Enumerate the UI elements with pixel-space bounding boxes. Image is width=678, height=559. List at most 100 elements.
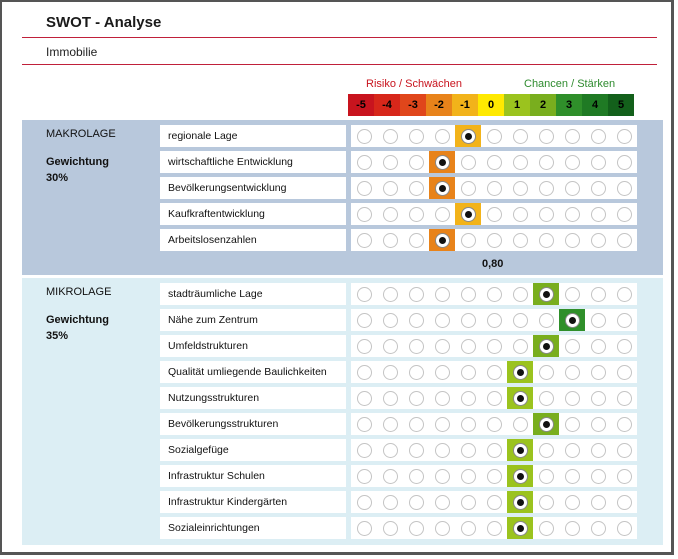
rating-radio--1[interactable] (460, 338, 476, 354)
rating-radio-0[interactable] (486, 154, 502, 170)
rating-radio--3[interactable] (408, 390, 424, 406)
rating-radio--3[interactable] (408, 494, 424, 510)
rating-radio--5[interactable] (356, 520, 372, 536)
rating-radio-1-selected[interactable] (512, 442, 528, 458)
rating-radio--1[interactable] (460, 390, 476, 406)
rating-radio-0[interactable] (486, 232, 502, 248)
rating-radio-0[interactable] (486, 520, 502, 536)
rating-radio-1[interactable] (512, 312, 528, 328)
rating-radio-1[interactable] (512, 206, 528, 222)
rating-radio-4[interactable] (590, 416, 606, 432)
rating-radio--1[interactable] (460, 520, 476, 536)
rating-radio-4[interactable] (590, 520, 606, 536)
rating-radio--2[interactable] (434, 206, 450, 222)
rating-radio-0[interactable] (486, 128, 502, 144)
rating-radio--4[interactable] (382, 154, 398, 170)
rating-radio--4[interactable] (382, 442, 398, 458)
rating-radio-4[interactable] (590, 154, 606, 170)
rating-radio--2[interactable] (434, 286, 450, 302)
rating-radio--2[interactable] (434, 442, 450, 458)
rating-radio--5[interactable] (356, 494, 372, 510)
rating-radio-0[interactable] (486, 468, 502, 484)
rating-radio--2[interactable] (434, 520, 450, 536)
rating-radio-1-selected[interactable] (512, 390, 528, 406)
rating-radio-5[interactable] (616, 232, 632, 248)
rating-radio--1[interactable] (460, 364, 476, 380)
rating-radio-2[interactable] (538, 520, 554, 536)
rating-radio-1-selected[interactable] (512, 364, 528, 380)
rating-radio--1-selected[interactable] (460, 206, 476, 222)
rating-radio-0[interactable] (486, 206, 502, 222)
rating-radio--1[interactable] (460, 154, 476, 170)
rating-radio--3[interactable] (408, 416, 424, 432)
rating-radio--5[interactable] (356, 206, 372, 222)
rating-radio-1[interactable] (512, 232, 528, 248)
rating-radio--2[interactable] (434, 416, 450, 432)
rating-radio-5[interactable] (616, 390, 632, 406)
rating-radio-4[interactable] (590, 442, 606, 458)
rating-radio--3[interactable] (408, 364, 424, 380)
rating-radio-4[interactable] (590, 232, 606, 248)
rating-radio--3[interactable] (408, 442, 424, 458)
rating-radio--3[interactable] (408, 520, 424, 536)
rating-radio--5[interactable] (356, 128, 372, 144)
rating-radio-2[interactable] (538, 390, 554, 406)
rating-radio-2-selected[interactable] (538, 338, 554, 354)
rating-radio-5[interactable] (616, 364, 632, 380)
rating-radio-0[interactable] (486, 364, 502, 380)
rating-radio-3[interactable] (564, 468, 580, 484)
rating-radio-1-selected[interactable] (512, 520, 528, 536)
rating-radio-1[interactable] (512, 338, 528, 354)
rating-radio--3[interactable] (408, 468, 424, 484)
rating-radio-4[interactable] (590, 390, 606, 406)
rating-radio-1-selected[interactable] (512, 468, 528, 484)
rating-radio-1[interactable] (512, 154, 528, 170)
rating-radio-3[interactable] (564, 494, 580, 510)
rating-radio--4[interactable] (382, 312, 398, 328)
rating-radio--5[interactable] (356, 442, 372, 458)
rating-radio--1[interactable] (460, 494, 476, 510)
rating-radio--1-selected[interactable] (460, 128, 476, 144)
rating-radio--5[interactable] (356, 180, 372, 196)
rating-radio-5[interactable] (616, 128, 632, 144)
rating-radio-4[interactable] (590, 128, 606, 144)
rating-radio-0[interactable] (486, 494, 502, 510)
rating-radio--1[interactable] (460, 468, 476, 484)
rating-radio--2[interactable] (434, 364, 450, 380)
rating-radio-3[interactable] (564, 442, 580, 458)
rating-radio--1[interactable] (460, 232, 476, 248)
rating-radio--4[interactable] (382, 338, 398, 354)
rating-radio--4[interactable] (382, 468, 398, 484)
rating-radio-2[interactable] (538, 128, 554, 144)
rating-radio--4[interactable] (382, 286, 398, 302)
rating-radio--3[interactable] (408, 206, 424, 222)
rating-radio-2[interactable] (538, 206, 554, 222)
rating-radio--3[interactable] (408, 312, 424, 328)
rating-radio-3[interactable] (564, 154, 580, 170)
rating-radio--4[interactable] (382, 494, 398, 510)
rating-radio-3[interactable] (564, 206, 580, 222)
rating-radio-2-selected[interactable] (538, 416, 554, 432)
rating-radio--3[interactable] (408, 286, 424, 302)
rating-radio-0[interactable] (486, 442, 502, 458)
rating-radio-5[interactable] (616, 520, 632, 536)
rating-radio--3[interactable] (408, 154, 424, 170)
rating-radio-5[interactable] (616, 494, 632, 510)
rating-radio-5[interactable] (616, 468, 632, 484)
rating-radio--1[interactable] (460, 416, 476, 432)
rating-radio--5[interactable] (356, 286, 372, 302)
rating-radio-3[interactable] (564, 520, 580, 536)
rating-radio-2-selected[interactable] (538, 286, 554, 302)
rating-radio-4[interactable] (590, 468, 606, 484)
rating-radio--5[interactable] (356, 468, 372, 484)
rating-radio-3[interactable] (564, 286, 580, 302)
rating-radio-3[interactable] (564, 232, 580, 248)
rating-radio-2[interactable] (538, 494, 554, 510)
rating-radio--1[interactable] (460, 286, 476, 302)
rating-radio-1[interactable] (512, 416, 528, 432)
rating-radio--5[interactable] (356, 364, 372, 380)
rating-radio--1[interactable] (460, 180, 476, 196)
rating-radio-4[interactable] (590, 338, 606, 354)
rating-radio-1[interactable] (512, 180, 528, 196)
rating-radio-3[interactable] (564, 338, 580, 354)
